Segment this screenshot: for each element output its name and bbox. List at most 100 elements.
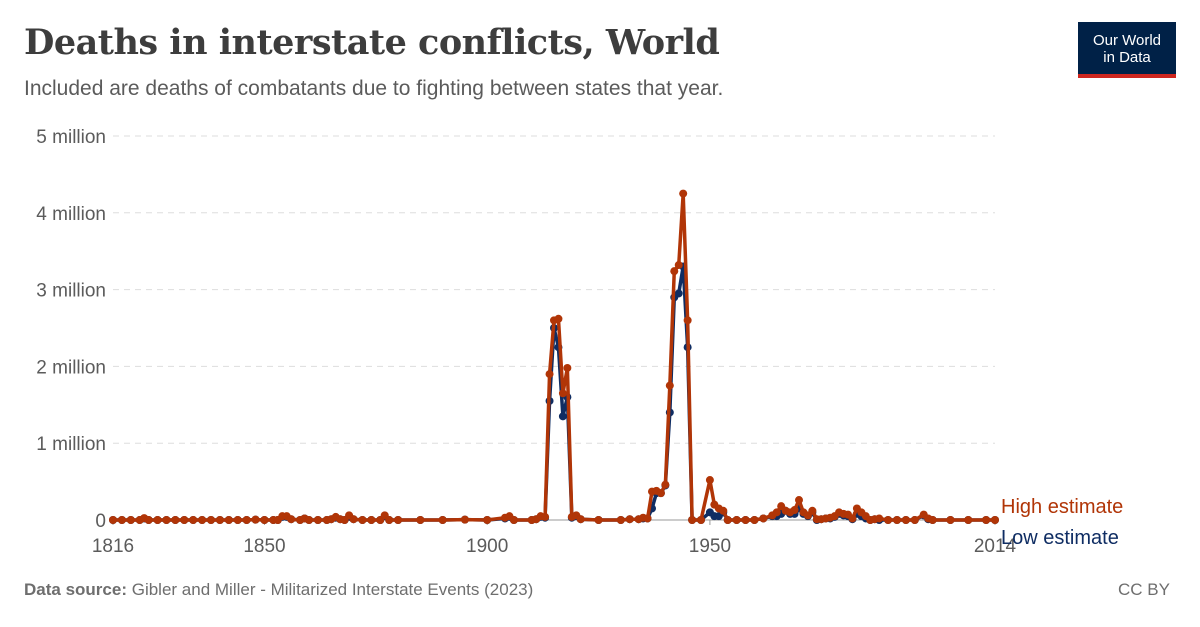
high-estimate-point[interactable] (808, 506, 817, 515)
high-estimate-point[interactable] (772, 508, 781, 517)
y-tick-label: 4 million (36, 204, 106, 225)
x-tick-label: 1900 (466, 536, 508, 557)
x-tick-label: 1850 (243, 536, 285, 557)
high-estimate-point[interactable] (251, 515, 260, 524)
high-estimate-point[interactable] (719, 506, 728, 515)
high-estimate-point[interactable] (875, 514, 884, 523)
high-estimate-point[interactable] (260, 516, 269, 524)
high-estimate-point[interactable] (563, 363, 572, 372)
high-estimate-point[interactable] (848, 514, 857, 523)
high-estimate-point[interactable] (616, 516, 625, 524)
high-estimate-point[interactable] (358, 516, 367, 524)
high-estimate-point[interactable] (732, 516, 741, 524)
high-estimate-point[interactable] (901, 516, 910, 524)
high-estimate-point[interactable] (509, 516, 518, 524)
high-estimate-point[interactable] (460, 515, 469, 524)
high-estimate-point[interactable] (656, 489, 665, 498)
high-estimate-point[interactable] (545, 370, 554, 379)
high-estimate-point[interactable] (242, 516, 251, 524)
high-estimate-point[interactable] (670, 267, 679, 276)
high-estimate-point[interactable] (790, 506, 799, 515)
high-estimate-point[interactable] (679, 189, 688, 198)
data-source: Data source: Gibler and Miller - Militar… (24, 580, 533, 600)
legend: Low estimate High estimate (1001, 496, 1123, 549)
high-estimate-point[interactable] (144, 516, 153, 524)
y-tick-label: 2 million (36, 357, 106, 378)
high-estimate-point[interactable] (665, 381, 674, 390)
y-tick-label: 3 million (36, 281, 106, 302)
x-axis: 1816 1850 1900 1950 2014 (92, 519, 1017, 557)
high-estimate-point[interactable] (126, 516, 135, 524)
high-estimate-point[interactable] (893, 516, 901, 524)
high-estimate-point[interactable] (215, 516, 224, 524)
high-estimate-point[interactable] (153, 516, 162, 524)
high-estimate-point[interactable] (207, 516, 215, 524)
high-estimate-point[interactable] (558, 389, 567, 398)
low-estimate-series (109, 262, 999, 524)
high-estimate-point[interactable] (991, 516, 999, 524)
high-estimate-point[interactable] (233, 516, 242, 524)
low-estimate-point[interactable] (674, 289, 683, 298)
legend-low-estimate[interactable]: Low estimate (1001, 527, 1119, 549)
grid-lines (113, 135, 995, 444)
owid-logo[interactable]: Our World in Data (1078, 22, 1176, 78)
high-estimate-point[interactable] (697, 516, 705, 524)
high-estimate-point[interactable] (416, 516, 425, 524)
high-estimate-point[interactable] (643, 514, 652, 523)
high-estimate-point[interactable] (224, 516, 233, 524)
high-estimate-point[interactable] (313, 516, 322, 524)
high-estimate-point[interactable] (576, 515, 585, 524)
high-estimate-point[interactable] (759, 514, 768, 523)
high-estimate-point[interactable] (349, 515, 358, 524)
low-estimate-line[interactable] (113, 264, 995, 522)
high-estimate-point[interactable] (367, 516, 376, 524)
y-tick-label: 5 million (36, 127, 106, 148)
high-estimate-point[interactable] (741, 516, 750, 524)
high-estimate-point[interactable] (198, 516, 207, 524)
logo-line-2: in Data (1103, 49, 1151, 66)
high-estimate-point[interactable] (674, 261, 683, 270)
high-estimate-point[interactable] (928, 516, 937, 524)
low-estimate-point[interactable] (558, 412, 567, 421)
source-label: Data source: (24, 580, 127, 599)
high-estimate-point[interactable] (554, 314, 563, 323)
high-estimate-point[interactable] (625, 515, 634, 524)
y-axis: 0 1 million 2 million 3 million 4 million 5 m… (36, 127, 106, 532)
high-estimate-point[interactable] (109, 516, 117, 524)
high-estimate-point[interactable] (964, 516, 973, 524)
high-estimate-point[interactable] (438, 516, 447, 524)
high-estimate-point[interactable] (287, 515, 296, 524)
high-estimate-point[interactable] (705, 476, 714, 485)
license[interactable]: CC BY (1118, 580, 1170, 599)
high-estimate-point[interactable] (305, 516, 313, 524)
high-estimate-point[interactable] (683, 316, 692, 325)
high-estimate-point[interactable] (541, 512, 550, 521)
high-estimate-point[interactable] (117, 516, 126, 524)
high-estimate-point[interactable] (946, 516, 955, 524)
high-estimate-point[interactable] (171, 516, 180, 524)
high-estimate-point[interactable] (162, 516, 171, 524)
high-estimate-point[interactable] (180, 516, 189, 524)
x-tick-label: 2014 (974, 536, 1017, 557)
high-estimate-point[interactable] (483, 516, 492, 524)
x-tick-label: 1816 (92, 536, 134, 557)
high-estimate-point[interactable] (910, 516, 919, 524)
high-estimate-point[interactable] (750, 516, 759, 524)
y-tick-label: 1 million (36, 434, 106, 455)
high-estimate-point[interactable] (661, 480, 670, 489)
source-text[interactable]: Gibler and Miller - Militarized Intersta… (131, 580, 534, 599)
high-estimate-point[interactable] (795, 496, 803, 505)
high-estimate-point[interactable] (688, 516, 697, 524)
high-estimate-point[interactable] (723, 516, 732, 524)
high-estimate-line[interactable] (113, 191, 995, 522)
high-estimate-point[interactable] (394, 516, 403, 524)
high-estimate-point[interactable] (385, 516, 394, 524)
high-estimate-point[interactable] (189, 516, 198, 524)
chart-subtitle: Included are deaths of combatants due to… (24, 77, 724, 100)
high-estimate-point[interactable] (982, 516, 991, 524)
high-estimate-point[interactable] (594, 516, 603, 524)
high-estimate-point[interactable] (884, 516, 893, 524)
high-estimate-series (109, 189, 999, 524)
legend-high-estimate[interactable]: High estimate (1001, 496, 1123, 518)
